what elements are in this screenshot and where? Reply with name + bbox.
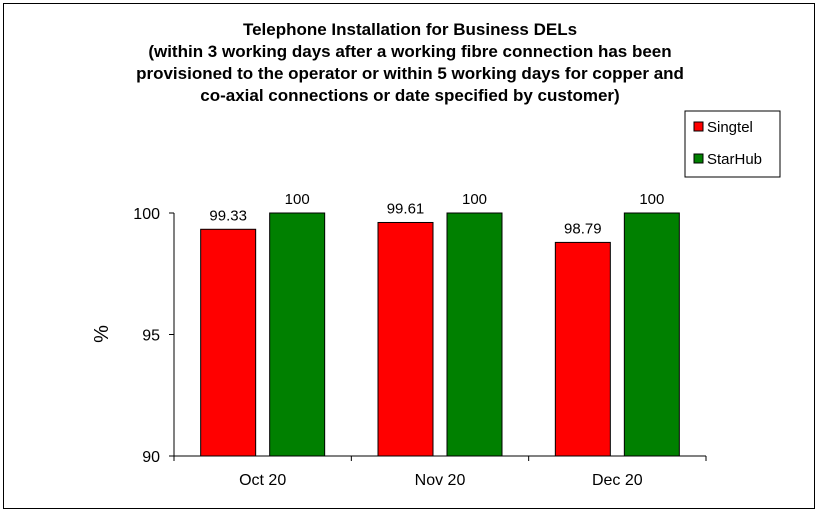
y-tick-label: 100 bbox=[133, 206, 160, 223]
data-label: 99.33 bbox=[209, 207, 247, 224]
y-tick-label: 95 bbox=[142, 328, 160, 345]
x-category-label: Oct 20 bbox=[239, 472, 286, 489]
bar-singtel-nov-20 bbox=[377, 221, 434, 457]
chart-title-line-1: Telephone Installation for Business DELs bbox=[243, 20, 577, 39]
chart-title: Telephone Installation for Business DELs… bbox=[136, 20, 684, 105]
x-category-label: Dec 20 bbox=[592, 472, 643, 489]
chart-title-line-4: co-axial connections or date specified b… bbox=[200, 86, 619, 105]
legend-label-starhub: StarHub bbox=[707, 151, 762, 168]
y-axis-label: % bbox=[91, 325, 113, 343]
bar-starhub-nov-20 bbox=[446, 212, 503, 457]
y-tick-label: 90 bbox=[142, 449, 160, 466]
legend-label-singtel: Singtel bbox=[707, 119, 753, 136]
bar-starhub-oct-20 bbox=[269, 212, 326, 457]
plot-area: 90 95 100 99.33 100 Oct 20 99.61 100 Nov 20 98.79… bbox=[133, 191, 707, 489]
bar-singtel-dec-20 bbox=[554, 241, 611, 457]
data-label: 100 bbox=[285, 191, 310, 208]
data-label: 100 bbox=[639, 191, 664, 208]
bar-singtel-oct-20 bbox=[200, 228, 257, 457]
legend: Singtel StarHub bbox=[684, 110, 781, 178]
chart-title-line-2: (within 3 working days after a working f… bbox=[148, 42, 671, 61]
data-label: 100 bbox=[462, 191, 487, 208]
chart-title-line-3: provisioned to the operator or within 5 … bbox=[136, 64, 684, 83]
bar-starhub-dec-20 bbox=[623, 212, 680, 457]
legend-swatch-starhub bbox=[693, 153, 704, 164]
data-label: 98.79 bbox=[564, 220, 602, 237]
data-label: 99.61 bbox=[387, 200, 425, 217]
x-category-label: Nov 20 bbox=[415, 472, 466, 489]
legend-swatch-singtel bbox=[693, 121, 704, 132]
